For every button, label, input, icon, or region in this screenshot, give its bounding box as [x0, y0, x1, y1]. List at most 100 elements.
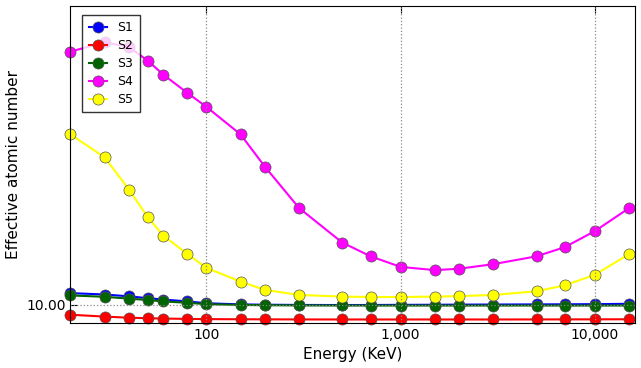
S3: [455, 303, 463, 308]
S2: [237, 317, 244, 322]
Line: S4: S4: [65, 37, 635, 276]
Line: S1: S1: [65, 287, 635, 311]
S2: [338, 317, 346, 322]
S2: [144, 316, 152, 321]
S4: [144, 59, 152, 63]
S2: [591, 317, 599, 322]
S5: [397, 295, 404, 299]
S4: [203, 105, 210, 109]
S5: [144, 215, 152, 219]
S1: [490, 302, 497, 307]
S3: [203, 302, 210, 307]
S4: [533, 254, 540, 259]
S3: [237, 303, 244, 307]
S2: [160, 316, 167, 321]
Line: S2: S2: [65, 309, 635, 325]
S1: [533, 302, 540, 307]
S2: [183, 317, 191, 321]
S2: [455, 317, 463, 322]
S4: [261, 164, 269, 169]
S3: [490, 303, 497, 308]
S4: [160, 72, 167, 77]
S3: [338, 303, 346, 308]
S1: [455, 302, 463, 307]
S3: [431, 303, 438, 308]
S3: [261, 303, 269, 307]
S2: [125, 315, 133, 320]
S5: [125, 187, 133, 192]
S2: [367, 317, 374, 322]
S2: [203, 317, 210, 321]
S5: [367, 295, 374, 299]
S5: [261, 288, 269, 292]
S3: [296, 303, 303, 308]
S2: [490, 317, 497, 322]
S4: [561, 245, 569, 249]
S3: [533, 303, 540, 308]
S4: [397, 265, 404, 269]
S4: [101, 40, 108, 45]
S1: [367, 303, 374, 307]
S2: [533, 317, 540, 322]
S4: [490, 262, 497, 266]
S4: [431, 268, 438, 272]
S1: [431, 302, 438, 307]
S1: [101, 292, 108, 297]
Line: S5: S5: [65, 129, 635, 302]
S5: [626, 252, 633, 256]
S2: [296, 317, 303, 322]
Y-axis label: Effective atomic number: Effective atomic number: [6, 70, 21, 259]
S5: [533, 289, 540, 294]
S5: [591, 273, 599, 277]
S1: [67, 291, 74, 296]
S2: [626, 317, 633, 322]
S2: [101, 314, 108, 319]
S1: [338, 303, 346, 307]
S3: [626, 303, 633, 308]
S1: [296, 303, 303, 307]
S5: [338, 294, 346, 299]
S3: [101, 295, 108, 299]
S3: [144, 298, 152, 302]
S1: [561, 302, 569, 307]
S3: [397, 303, 404, 308]
S5: [561, 283, 569, 287]
S5: [183, 252, 191, 256]
S3: [183, 301, 191, 305]
S5: [431, 294, 438, 299]
S1: [183, 299, 191, 304]
S1: [237, 302, 244, 307]
S1: [397, 302, 404, 307]
Legend: S1, S2, S3, S4, S5: S1, S2, S3, S4, S5: [82, 15, 140, 113]
S1: [125, 294, 133, 298]
S5: [455, 294, 463, 298]
S2: [67, 312, 74, 317]
S5: [101, 155, 108, 160]
S2: [397, 317, 404, 322]
S3: [125, 297, 133, 301]
S5: [237, 279, 244, 284]
S2: [431, 317, 438, 322]
S4: [125, 45, 133, 49]
S4: [183, 91, 191, 95]
S3: [160, 299, 167, 304]
S2: [561, 317, 569, 322]
S5: [490, 293, 497, 297]
S3: [367, 303, 374, 308]
S4: [237, 132, 244, 137]
S5: [67, 132, 74, 137]
X-axis label: Energy (KeV): Energy (KeV): [303, 347, 403, 362]
S4: [367, 254, 374, 259]
S5: [160, 233, 167, 238]
S3: [67, 293, 74, 298]
S3: [561, 303, 569, 308]
S1: [591, 302, 599, 307]
S4: [296, 206, 303, 210]
S1: [261, 302, 269, 307]
S1: [626, 302, 633, 306]
S2: [261, 317, 269, 322]
S3: [591, 303, 599, 308]
S1: [144, 296, 152, 300]
S1: [203, 301, 210, 305]
S4: [591, 229, 599, 233]
